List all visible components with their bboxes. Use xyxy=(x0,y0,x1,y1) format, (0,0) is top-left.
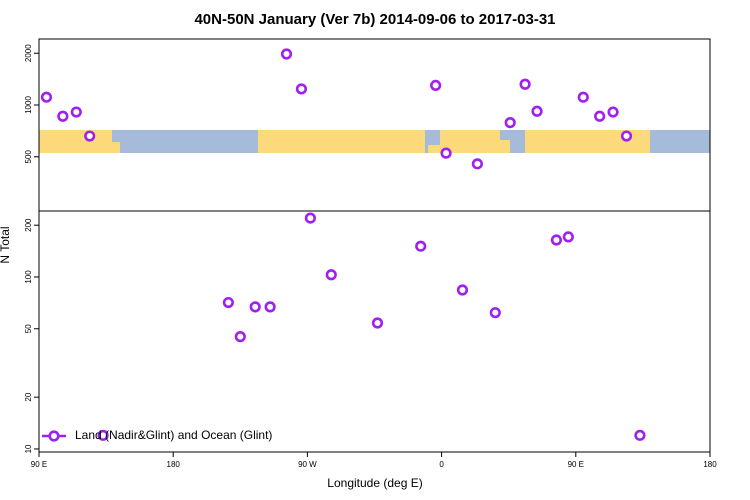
point xyxy=(504,117,516,129)
point xyxy=(264,301,276,313)
point xyxy=(519,78,531,90)
x-axis-label: Longitude (deg E) xyxy=(327,476,422,490)
point xyxy=(471,158,483,170)
point xyxy=(295,83,308,95)
chart-title: 40N-50N January (Ver 7b) 2014-09-06 to 2… xyxy=(194,11,555,28)
point xyxy=(222,296,234,309)
point xyxy=(304,212,316,224)
x-tick-label: 90 E xyxy=(568,460,584,469)
point xyxy=(415,240,427,252)
point xyxy=(550,234,563,246)
point xyxy=(97,429,109,441)
point xyxy=(577,91,589,103)
point xyxy=(562,231,574,243)
point xyxy=(594,110,606,122)
point xyxy=(70,106,82,118)
map-strip xyxy=(39,130,710,153)
legend-label: Land (Nadir&Glint) and Ocean (Glint) xyxy=(75,428,272,442)
point xyxy=(620,130,633,142)
point xyxy=(40,91,53,103)
point xyxy=(84,130,96,142)
y-tick-label: 1000 xyxy=(24,96,33,114)
x-tick-label: 90 W xyxy=(298,460,317,469)
x-tick-label: 180 xyxy=(167,460,181,469)
legend-marker xyxy=(48,430,60,442)
point xyxy=(371,317,384,329)
y-tick-label: 200 xyxy=(24,218,33,232)
point xyxy=(234,331,246,343)
point xyxy=(634,429,646,441)
y-tick-label: 20 xyxy=(24,392,33,401)
y-tick-label: 2000 xyxy=(24,44,33,62)
plot-frame xyxy=(38,38,711,453)
point xyxy=(430,79,442,92)
point xyxy=(280,48,293,60)
x-tick-label: 90 E xyxy=(31,460,47,469)
point xyxy=(325,269,337,281)
point xyxy=(57,110,69,122)
y-tick-label: 500 xyxy=(24,150,33,164)
point xyxy=(249,301,261,313)
point xyxy=(456,284,469,296)
y-tick-label: 100 xyxy=(24,270,33,284)
y-axis-label: N Total xyxy=(0,226,12,263)
x-tick-label: 180 xyxy=(703,460,717,469)
x-tick-label: 0 xyxy=(439,460,444,469)
point xyxy=(489,307,501,319)
point xyxy=(607,106,619,118)
y-tick-label: 50 xyxy=(24,324,33,333)
y-tick-label: 10 xyxy=(24,444,33,453)
point xyxy=(440,147,452,159)
point xyxy=(531,105,543,117)
